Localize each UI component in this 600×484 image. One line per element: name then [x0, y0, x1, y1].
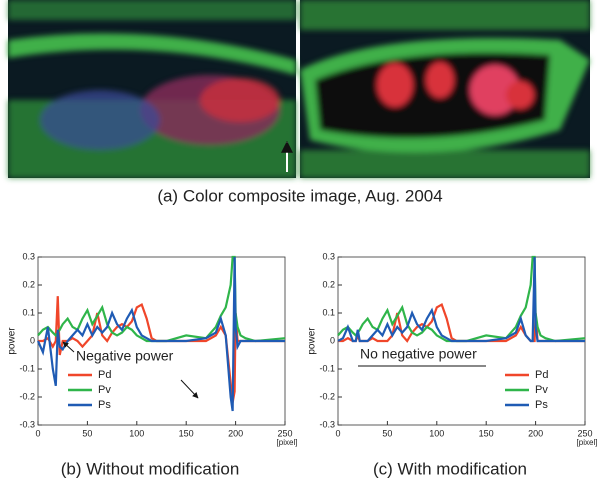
y-axis-label: power: [307, 327, 318, 355]
x-tick-label: 200: [228, 428, 243, 438]
x-tick-label: 50: [382, 428, 392, 438]
annotation-arrow: [180, 379, 199, 399]
y-tick-label: 0.3: [322, 251, 335, 261]
x-tick-label: 100: [129, 428, 144, 438]
x-tick-label: 100: [429, 428, 444, 438]
series-line: [36, 256, 285, 412]
y-tick-label: -0.3: [19, 419, 35, 429]
y-axis-label: power: [7, 327, 18, 355]
y-tick-label: 0.3: [22, 251, 35, 261]
x-tick-label: 250: [277, 428, 292, 438]
x-tick-label: 250: [577, 428, 592, 438]
annotation-arrow: [62, 341, 75, 353]
series-line: [337, 256, 585, 343]
x-tick-label: 0: [335, 428, 340, 438]
y-tick-label: -0.3: [319, 419, 335, 429]
x-tick-label: 0: [35, 428, 40, 438]
x-axis-label: [pixel]: [277, 438, 298, 447]
y-tick-label: -0.2: [319, 391, 335, 401]
legend-label: Ps: [98, 399, 111, 411]
chart-caption: (c) With modification: [373, 459, 527, 478]
x-tick-label: 50: [82, 428, 92, 438]
annotation: Negative power: [76, 348, 174, 364]
legend-label: Pd: [535, 369, 548, 381]
series-line: [37, 255, 286, 343]
y-tick-label: 0: [330, 335, 335, 345]
series-line: [338, 302, 585, 343]
legend-label: Pd: [98, 369, 111, 381]
y-tick-label: 0: [30, 335, 35, 345]
y-tick-label: 0.2: [322, 279, 335, 289]
y-tick-label: 0.1: [322, 307, 335, 317]
y-tick-label: -0.1: [19, 363, 35, 373]
x-axis-label: [pixel]: [577, 438, 598, 447]
legend-label: Pv: [535, 384, 548, 396]
x-tick-label: 150: [179, 428, 194, 438]
image-caption: (a) Color composite image, Aug. 2004: [157, 186, 442, 205]
legend-label: Ps: [535, 399, 548, 411]
y-tick-label: -0.1: [319, 363, 335, 373]
satellite-image: (a) Color composite image, Aug. 2004: [8, 0, 590, 205]
x-tick-label: 200: [528, 428, 543, 438]
y-tick-label: -0.2: [19, 391, 35, 401]
x-tick-label: 150: [479, 428, 494, 438]
y-tick-label: 0.2: [22, 279, 35, 289]
series-line: [337, 255, 586, 343]
chart-caption: (b) Without modification: [61, 459, 240, 478]
y-tick-label: 0.1: [22, 307, 35, 317]
annotation: No negative power: [360, 346, 477, 362]
legend-label: Pv: [98, 384, 111, 396]
